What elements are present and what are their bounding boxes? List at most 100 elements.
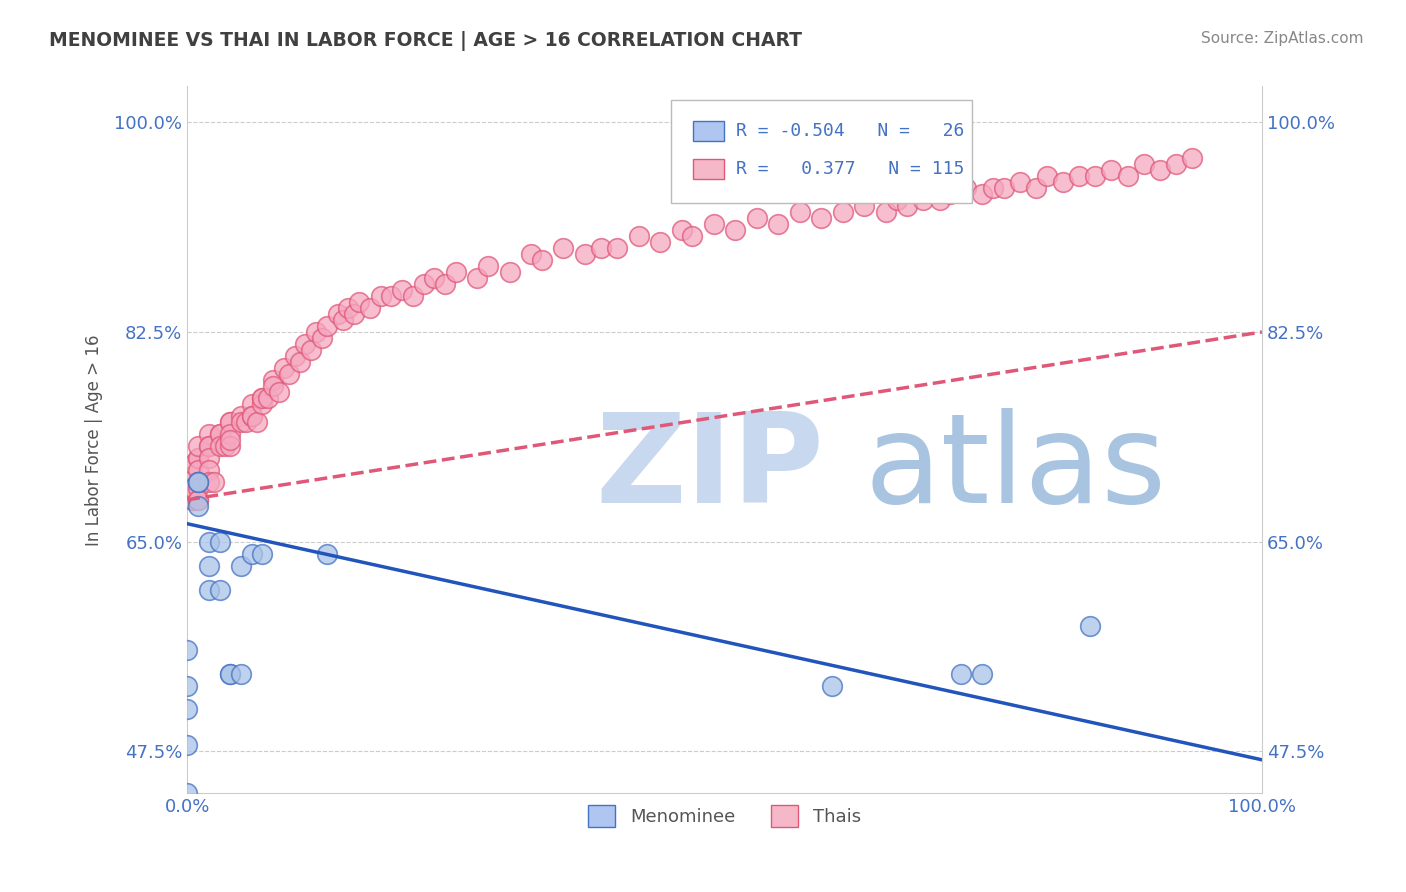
Point [347,295,370,310]
Point [262,847,284,861]
Point [530,253,553,268]
Point [1181,151,1204,165]
Point [703,217,725,231]
Point [187,481,209,495]
Point [181,481,204,495]
Point [928,193,950,207]
Point [1052,175,1074,189]
Point [1036,169,1059,184]
Point [498,265,520,279]
Point [181,481,204,495]
Point [316,318,339,333]
Point [262,379,284,393]
Point [229,558,252,573]
Point [181,457,204,471]
Point [939,187,962,202]
Point [370,289,392,303]
Point [810,211,832,226]
Point [821,679,844,693]
Point [229,409,252,423]
Point [181,492,204,507]
Point [181,492,204,507]
Point [316,547,339,561]
Point [768,217,790,231]
Point [606,241,628,255]
Point [343,307,366,321]
Point [444,265,467,279]
Point [187,499,209,513]
Point [299,343,322,357]
Point [187,450,209,465]
Point [181,492,204,507]
Point [402,289,425,303]
Point [831,205,853,219]
Point [1078,618,1101,632]
Y-axis label: In Labor Force | Age > 16: In Labor Force | Age > 16 [86,334,103,546]
Point [1010,175,1032,189]
Text: Source: ZipAtlas.com: Source: ZipAtlas.com [1201,31,1364,46]
Point [176,679,198,693]
Point [627,229,650,244]
Point [187,475,209,489]
Point [972,187,994,202]
Point [896,199,918,213]
Point [197,475,219,489]
Point [278,367,301,381]
Point [391,283,413,297]
Point [886,193,908,207]
Point [219,439,242,453]
Point [1084,169,1107,184]
Point [589,241,612,255]
Point [434,277,457,291]
Point [326,307,349,321]
Point [273,361,295,376]
Point [240,409,263,423]
Point [252,391,274,405]
Point [337,301,360,315]
Point [671,223,693,237]
Point [181,481,204,495]
Text: R = -0.504   N =   26: R = -0.504 N = 26 [737,122,965,140]
Point [284,349,307,363]
FancyBboxPatch shape [671,101,972,203]
Point [745,211,768,226]
Point [187,463,209,477]
Point [197,582,219,597]
Point [197,439,219,453]
Point [187,492,209,507]
Point [208,426,231,441]
Point [252,391,274,405]
Point [187,492,209,507]
Point [311,331,333,345]
Point [176,786,198,800]
Point [257,391,280,405]
Point [176,702,198,716]
Point [305,847,328,861]
Point [1116,169,1139,184]
Point [412,277,434,291]
Point [187,450,209,465]
Point [219,426,242,441]
Point [950,666,973,681]
Point [219,415,242,429]
Point [176,739,198,753]
Point [467,271,489,285]
Text: ZIP: ZIP [596,408,824,529]
Point [229,415,252,429]
Point [208,439,231,453]
Point [1101,163,1123,178]
Point [955,181,977,195]
Point [197,450,219,465]
Point [219,415,242,429]
Point [993,181,1015,195]
Point [181,468,204,483]
Point [240,547,263,561]
Point [477,259,499,273]
Point [267,384,290,399]
Point [853,199,876,213]
Point [229,666,252,681]
Point [981,181,1004,195]
Point [219,666,242,681]
Point [380,289,402,303]
Text: R =   0.377   N = 115: R = 0.377 N = 115 [737,160,965,178]
